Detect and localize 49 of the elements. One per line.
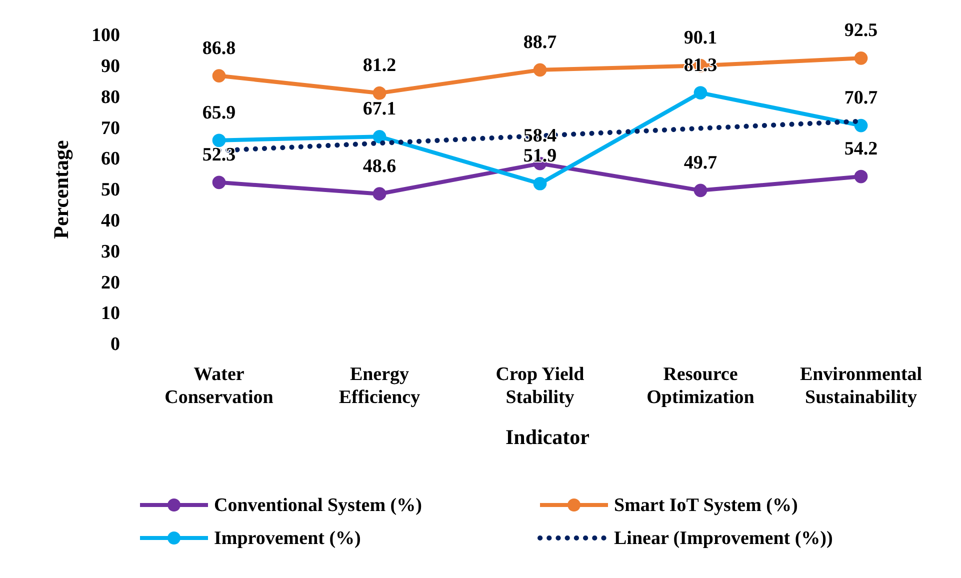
y-tick-label: 40 <box>101 210 120 232</box>
data-label: 58.4 <box>523 126 558 147</box>
x-tick-label: Crop Yield Stability <box>496 364 585 408</box>
y-tick-label: 10 <box>101 303 120 324</box>
point <box>694 86 708 100</box>
x-tick-label: Resource Optimization <box>646 364 755 408</box>
data-label: 92.5 <box>844 20 878 42</box>
y-tick-label: 30 <box>101 241 120 262</box>
legend-label: Linear (Improvement (%)) <box>614 528 833 549</box>
y-tick-label: 90 <box>101 56 120 77</box>
point <box>533 176 547 190</box>
legend-label: Conventional System (%) <box>214 495 422 516</box>
data-label: 52.3 <box>202 144 236 166</box>
data-label: 81.2 <box>362 55 396 76</box>
data-label: 86.8 <box>202 38 236 59</box>
legend-label: Smart IoT System (%) <box>614 495 798 516</box>
point <box>212 134 226 148</box>
data-label: 48.6 <box>362 156 396 177</box>
point <box>854 118 868 132</box>
y-tick-label: 100 <box>92 25 120 46</box>
x-tick-label: Environmental Sustainability <box>800 364 922 408</box>
y-tick-label: 60 <box>101 148 120 170</box>
data-label: 88.7 <box>523 32 558 53</box>
y-axis-title: Percentage <box>49 140 73 239</box>
data-label: 54.2 <box>844 138 878 160</box>
y-tick-label: 70 <box>101 118 120 139</box>
point <box>372 187 386 200</box>
data-label: 65.9 <box>202 102 236 124</box>
point <box>533 63 547 77</box>
data-label: 51.9 <box>523 146 557 167</box>
point <box>694 184 708 198</box>
point <box>854 52 868 65</box>
point <box>372 86 386 100</box>
x-axis-title: Indicator <box>506 425 590 449</box>
x-tick-label: Water Conservation <box>164 364 274 408</box>
legend-label: Improvement (%) <box>214 528 361 549</box>
data-label: 70.7 <box>844 88 878 109</box>
point <box>372 130 386 144</box>
data-label: 90.1 <box>684 28 718 49</box>
y-tick-label: 80 <box>101 86 120 108</box>
data-label: 67.1 <box>362 98 396 120</box>
point <box>854 170 868 184</box>
y-tick-label: 0 <box>110 334 120 356</box>
y-tick-label: 20 <box>101 272 120 294</box>
point <box>212 176 226 190</box>
y-tick-label: 50 <box>101 180 120 201</box>
point <box>212 69 226 82</box>
data-label: 49.7 <box>684 152 718 174</box>
x-tick-label: Energy Efficiency <box>338 364 421 408</box>
